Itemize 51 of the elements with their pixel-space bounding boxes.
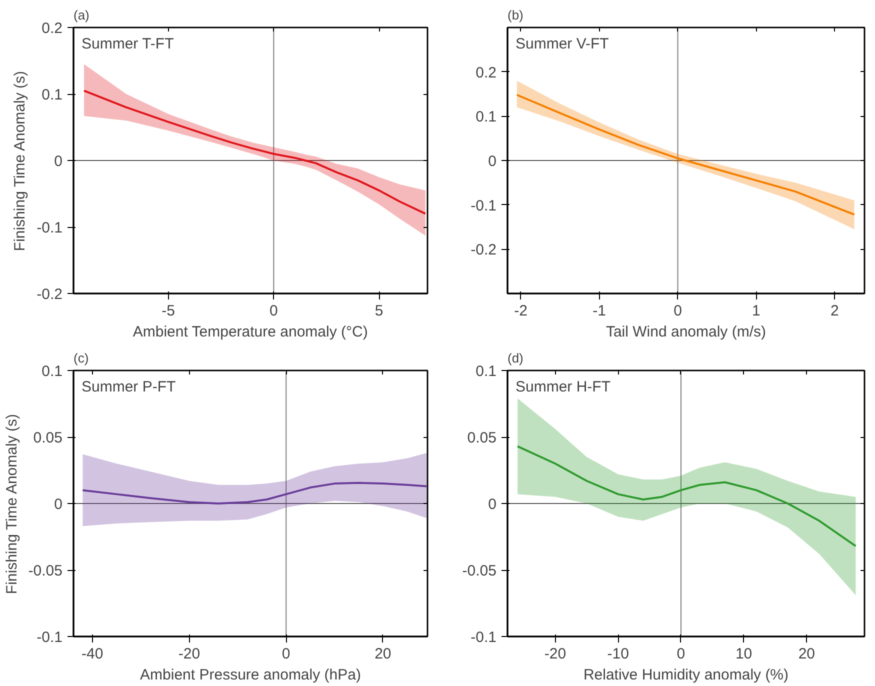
- x-tick-label: -1: [592, 302, 606, 320]
- x-axis-title: Relative Humidity anomaly (%): [583, 666, 789, 684]
- x-tick-label: 1: [752, 302, 760, 320]
- y-tick-label: 0: [488, 496, 496, 513]
- x-tick-label: -10: [607, 646, 629, 662]
- y-tick-label: -0.05: [28, 562, 63, 580]
- x-tick-label: 5: [374, 302, 384, 320]
- y-tick-label: 0: [54, 496, 62, 513]
- y-tick-label: 0: [54, 153, 62, 170]
- annotation: Summer V-FT: [516, 36, 609, 52]
- y-tick-label: -0.05: [462, 562, 497, 580]
- y-tick-label: -0.1: [470, 197, 497, 214]
- y-tick-label: -0.2: [470, 242, 497, 259]
- x-tick-label: 20: [798, 646, 816, 662]
- y-tick-label: 0.1: [476, 108, 497, 126]
- y-tick-label: 0.05: [467, 430, 497, 446]
- x-tick-label: -20: [544, 646, 566, 662]
- x-tick-label: 0: [674, 302, 682, 320]
- annotation: Summer T-FT: [82, 36, 174, 52]
- annotation: Summer P-FT: [82, 378, 176, 396]
- y-tick-label: 0.1: [42, 86, 63, 104]
- chart-title: (b): [508, 8, 524, 22]
- y-tick-label: -0.1: [36, 629, 63, 646]
- x-tick-label: 0: [270, 302, 278, 320]
- y-axis-title: Finishing Time Anomaly (s): [3, 414, 20, 594]
- x-tick-label: 2: [830, 302, 839, 320]
- x-tick-label: -5: [162, 302, 175, 320]
- y-tick-label: 0.1: [42, 363, 63, 380]
- x-tick-label: 10: [735, 646, 752, 662]
- y-tick-label: -0.1: [470, 629, 497, 646]
- y-tick-label: -0.2: [36, 286, 63, 303]
- x-tick-label: 0: [282, 646, 290, 662]
- x-tick-label: 20: [374, 646, 392, 662]
- y-tick-label: 0.05: [33, 430, 63, 446]
- x-axis-title: Tail Wind anomaly (m/s): [606, 324, 766, 340]
- x-axis-title: Ambient Temperature anomaly (°C): [132, 324, 368, 340]
- y-tick-label: 0.2: [42, 20, 63, 37]
- annotation: Summer H-FT: [516, 378, 610, 396]
- x-tick-label: -20: [178, 646, 200, 662]
- y-tick-label: 0.1: [476, 363, 497, 380]
- y-tick-label: 0.2: [476, 64, 497, 82]
- x-tick-label: -40: [82, 646, 104, 662]
- chart-title: (c): [74, 350, 89, 366]
- y-tick-label: -0.1: [36, 220, 63, 236]
- y-tick-label: 0: [488, 153, 496, 170]
- x-axis-title: Ambient Pressure anomaly (hPa): [140, 666, 361, 684]
- chart-title: (d): [508, 350, 524, 366]
- y-axis-title: Finishing Time Anomaly (s): [12, 71, 29, 252]
- x-tick-label: 0: [676, 646, 686, 662]
- chart-title: (a): [74, 8, 90, 22]
- x-tick-label: -2: [514, 302, 528, 320]
